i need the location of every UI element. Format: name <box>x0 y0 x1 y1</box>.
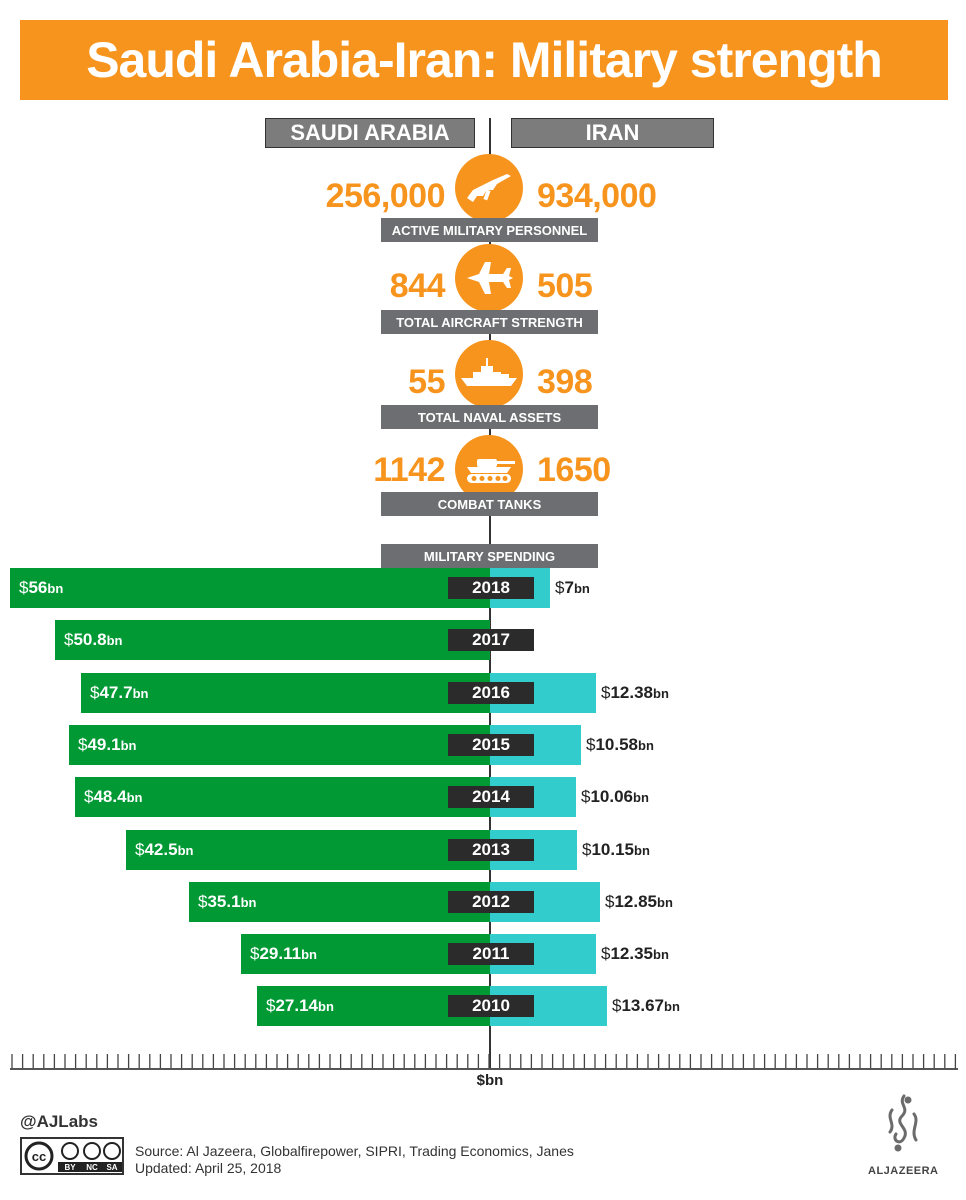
value-label-saudi-2016: $47.7bn <box>90 683 149 702</box>
aljazeera-wordmark: ALJAZEERA <box>868 1165 939 1177</box>
aljazeera-logo: ALJAZEERA <box>868 1090 938 1180</box>
bar-saudi-2013 <box>126 830 490 870</box>
tank-icon <box>455 435 523 503</box>
stat-label-naval: TOTAL NAVAL ASSETS <box>381 405 598 429</box>
warship-icon <box>455 340 523 408</box>
bar-saudi-2015 <box>69 725 490 765</box>
value-label-iran-2016: $12.38bn <box>601 683 669 702</box>
value-label-iran-2010: $13.67bn <box>612 996 680 1015</box>
stat-aircraft-iran: 505 <box>537 267 593 305</box>
year-label-2018: 2018 <box>448 577 534 599</box>
value-label-saudi-2018: $56bn <box>19 578 64 597</box>
year-label-2011: 2011 <box>448 943 534 965</box>
fighter-jet-icon <box>455 244 523 312</box>
value-label-iran-2013: $10.15bn <box>582 840 650 859</box>
stat-naval-saudi: 55 <box>408 363 445 401</box>
bar-saudi-2012 <box>189 882 490 922</box>
value-label-saudi-2017: $50.8bn <box>64 630 123 649</box>
stat-personnel-saudi: 256,000 <box>325 177 446 215</box>
value-label-saudi-2010: $27.14bn <box>266 996 334 1015</box>
year-label-2013: 2013 <box>448 839 534 861</box>
cc-by-label: BY <box>64 1163 76 1172</box>
value-label-saudi-2013: $42.5bn <box>135 840 194 859</box>
stat-label-personnel: ACTIVE MILITARY PERSONNEL <box>381 218 598 242</box>
country-label-iran: IRAN <box>511 118 714 148</box>
year-label-2010: 2010 <box>448 995 534 1017</box>
stat-naval-iran: 398 <box>537 363 593 401</box>
bar-saudi-2014 <box>75 777 490 817</box>
page-title: Saudi Arabia-Iran: Military strength <box>20 20 948 100</box>
bar-saudi-2018 <box>10 568 490 608</box>
stat-personnel-iran: 934,000 <box>537 177 657 215</box>
updated-text: Updated: April 25, 2018 <box>135 1160 282 1176</box>
value-label-saudi-2012: $35.1bn <box>198 892 257 911</box>
x-axis-line <box>10 1068 958 1070</box>
cc-license-badge: cc BY NC SA <box>20 1137 124 1175</box>
stat-label-tanks: COMBAT TANKS <box>381 492 598 516</box>
value-label-iran-2014: $10.06bn <box>581 787 649 806</box>
spending-label: MILITARY SPENDING <box>381 544 598 568</box>
rifle-icon <box>455 154 523 222</box>
stat-tanks-iran: 1650 <box>537 451 611 489</box>
year-label-2015: 2015 <box>448 734 534 756</box>
stat-aircraft-saudi: 844 <box>389 267 446 305</box>
x-axis-ticks <box>11 1054 957 1068</box>
value-label-iran-2015: $10.58bn <box>586 735 654 754</box>
value-label-saudi-2015: $49.1bn <box>78 735 137 754</box>
svg-text:cc: cc <box>32 1149 46 1164</box>
year-label-2012: 2012 <box>448 891 534 913</box>
aljazeera-logo-icon <box>888 1094 918 1152</box>
value-label-saudi-2014: $48.4bn <box>84 787 143 806</box>
stat-tanks-saudi: 1142 <box>373 451 445 489</box>
country-label-saudi: SAUDI ARABIA <box>265 118 475 148</box>
value-label-iran-2011: $12.35bn <box>601 944 669 963</box>
cc-nc-label: NC <box>86 1163 98 1172</box>
x-axis-label: $bn <box>476 1072 504 1089</box>
value-label-iran-2012: $12.85bn <box>605 892 673 911</box>
bar-saudi-2016 <box>81 673 490 713</box>
ajlabs-handle: @AJLabs <box>20 1112 98 1131</box>
source-note: Source: Al Jazeera, Globalfirepower, SIP… <box>135 1143 574 1177</box>
bar-saudi-2017 <box>55 620 490 660</box>
value-label-saudi-2011: $29.11bn <box>250 944 317 963</box>
year-label-2017: 2017 <box>448 629 534 651</box>
stat-label-aircraft: TOTAL AIRCRAFT STRENGTH <box>381 310 598 334</box>
year-label-2014: 2014 <box>448 786 534 808</box>
cc-sa-label: SA <box>106 1163 117 1172</box>
value-label-iran-2018: $7bn <box>555 578 590 597</box>
source-text: Source: Al Jazeera, Globalfirepower, SIP… <box>135 1143 574 1159</box>
year-label-2016: 2016 <box>448 682 534 704</box>
